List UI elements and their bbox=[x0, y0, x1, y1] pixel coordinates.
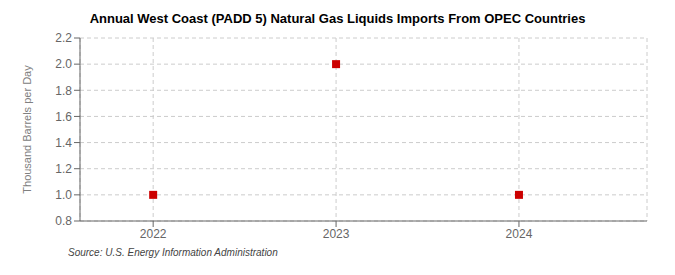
svg-text:2.0: 2.0 bbox=[55, 57, 72, 71]
svg-text:Thousand Barrels per Day: Thousand Barrels per Day bbox=[21, 65, 33, 194]
svg-text:1.6: 1.6 bbox=[55, 110, 72, 124]
svg-text:2024: 2024 bbox=[506, 227, 533, 241]
svg-text:1.4: 1.4 bbox=[55, 136, 72, 150]
html-text:Source: U.S. Energy Informatio: Source: U.S. Energy Information Administ… bbox=[68, 247, 278, 258]
svg-text:0.8: 0.8 bbox=[55, 214, 72, 228]
svg-text:1.2: 1.2 bbox=[55, 162, 72, 176]
html-text:Annual West Coast (PADD 5) Nat: Annual West Coast (PADD 5) Natural Gas L… bbox=[89, 11, 586, 26]
svg-text:2023: 2023 bbox=[323, 227, 350, 241]
svg-text:1.8: 1.8 bbox=[55, 84, 72, 98]
svg-text:1.0: 1.0 bbox=[55, 188, 72, 202]
svg-text:2.2: 2.2 bbox=[55, 31, 72, 45]
svg-text:2022: 2022 bbox=[140, 227, 167, 241]
